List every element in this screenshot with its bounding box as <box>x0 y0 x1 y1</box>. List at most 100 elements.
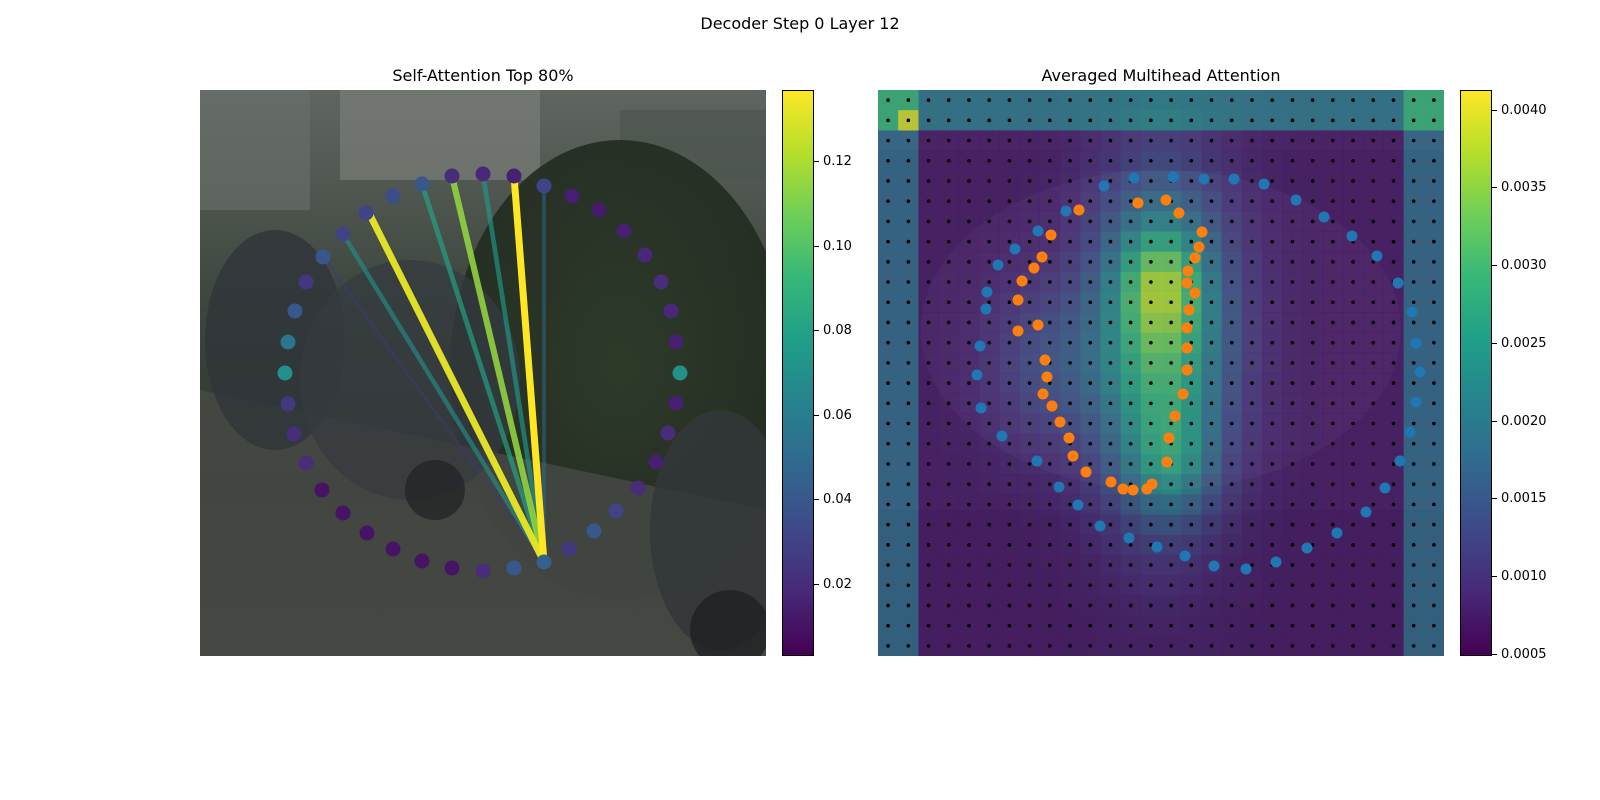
grid-dot <box>1391 502 1396 507</box>
grid-dot <box>1351 563 1355 567</box>
grid-dot <box>886 199 890 203</box>
grid-dot <box>1270 381 1274 385</box>
grid-dot <box>1048 138 1052 143</box>
averaged-attention-plot <box>878 90 1444 656</box>
grid-dot <box>1331 644 1335 648</box>
grid-dot <box>1371 361 1376 365</box>
grid-dot <box>1169 98 1173 102</box>
grid-dot <box>1391 563 1396 567</box>
grid-dot <box>1088 320 1093 325</box>
grid-dot <box>1149 280 1153 284</box>
attention-line <box>365 211 548 564</box>
grid-dot <box>1068 118 1072 123</box>
grid-dot <box>1007 583 1012 588</box>
grid-dot <box>1209 623 1214 628</box>
grid-dot <box>1169 543 1173 547</box>
grid-dot <box>967 644 971 648</box>
grid-dot <box>926 300 931 305</box>
grid-dot <box>1068 381 1072 385</box>
grid-dot <box>1411 179 1416 183</box>
grid-dot <box>926 563 931 567</box>
grid-dot <box>1108 320 1113 325</box>
grid-dot <box>987 482 991 486</box>
grid-dot <box>946 280 951 284</box>
orange-point <box>1141 483 1153 495</box>
attention-point <box>280 334 296 350</box>
grid-dot <box>1371 441 1376 446</box>
colorbar-tick: 0.10 <box>814 239 852 254</box>
grid-dot <box>1108 118 1113 123</box>
grid-dot <box>1027 138 1032 143</box>
grid-dot <box>1290 502 1295 507</box>
left-plot-title: Self-Attention Top 80% <box>392 66 574 85</box>
grid-dot <box>906 623 911 628</box>
grid-dot <box>1007 219 1012 224</box>
grid-dot <box>1391 219 1396 224</box>
blue-point <box>1394 455 1406 467</box>
grid-dot <box>1371 563 1376 567</box>
tick-mark <box>814 245 819 247</box>
grid-dot <box>987 421 991 426</box>
attention-point <box>335 505 351 521</box>
grid-dot <box>1027 118 1032 123</box>
grid-dot <box>1027 280 1032 284</box>
grid-dot <box>886 179 890 183</box>
grid-dot <box>987 179 991 183</box>
grid-dot <box>1169 482 1173 486</box>
attention-line <box>341 232 546 564</box>
grid-dot <box>1270 118 1274 123</box>
grid-dot <box>1027 462 1032 466</box>
grid-dot <box>886 361 890 365</box>
grid-dot <box>1411 583 1416 588</box>
grid-dot <box>967 199 971 203</box>
colorbar-tick: 0.0025 <box>1492 336 1547 351</box>
grid-dot <box>1229 381 1234 385</box>
orange-point <box>1160 194 1172 206</box>
grid-dot <box>1411 239 1416 244</box>
orange-point <box>1012 294 1024 306</box>
grid-dot <box>886 300 890 305</box>
grid-dot <box>1027 219 1032 224</box>
grid-dot <box>1088 118 1093 123</box>
grid-dot <box>967 462 971 466</box>
grid-dot <box>1149 502 1153 507</box>
grid-dot <box>1169 280 1173 284</box>
grid-dot <box>987 583 991 588</box>
grid-dot <box>906 462 911 466</box>
colorbar-tick: 0.08 <box>814 323 852 338</box>
grid-dot <box>1027 381 1032 385</box>
grid-dot <box>1149 320 1153 325</box>
orange-point <box>1173 207 1185 219</box>
grid-dot <box>1371 300 1376 305</box>
grid-dot <box>1270 421 1274 426</box>
grid-dot <box>1432 441 1436 446</box>
tick-label: 0.04 <box>823 492 852 508</box>
grid-dot <box>1027 199 1032 203</box>
attention-point <box>630 480 646 496</box>
grid-dot <box>1229 158 1234 163</box>
grid-dot <box>946 239 951 244</box>
grid-dot <box>1209 98 1214 102</box>
grid-dot <box>1331 361 1335 365</box>
grid-dot <box>967 300 971 305</box>
grid-dot <box>1411 118 1416 123</box>
grid-dot <box>886 543 890 547</box>
attention-point <box>608 503 624 519</box>
grid-dot <box>1189 583 1194 588</box>
grid-dot <box>967 361 971 365</box>
grid-dot <box>1027 320 1032 325</box>
grid-dot <box>1088 98 1093 102</box>
grid-dot <box>1189 381 1194 385</box>
grid-dot <box>906 502 911 507</box>
grid-dot <box>1027 340 1032 345</box>
grid-dot <box>1209 401 1214 406</box>
attention-point <box>660 425 676 441</box>
grid-dot <box>1108 280 1113 284</box>
grid-dot <box>906 158 911 163</box>
attention-point <box>506 560 522 576</box>
grid-dot <box>1250 462 1254 466</box>
grid-dot <box>1331 421 1335 426</box>
grid-dot <box>1007 260 1012 264</box>
grid-dot <box>1351 320 1355 325</box>
grid-dot <box>1411 138 1416 143</box>
